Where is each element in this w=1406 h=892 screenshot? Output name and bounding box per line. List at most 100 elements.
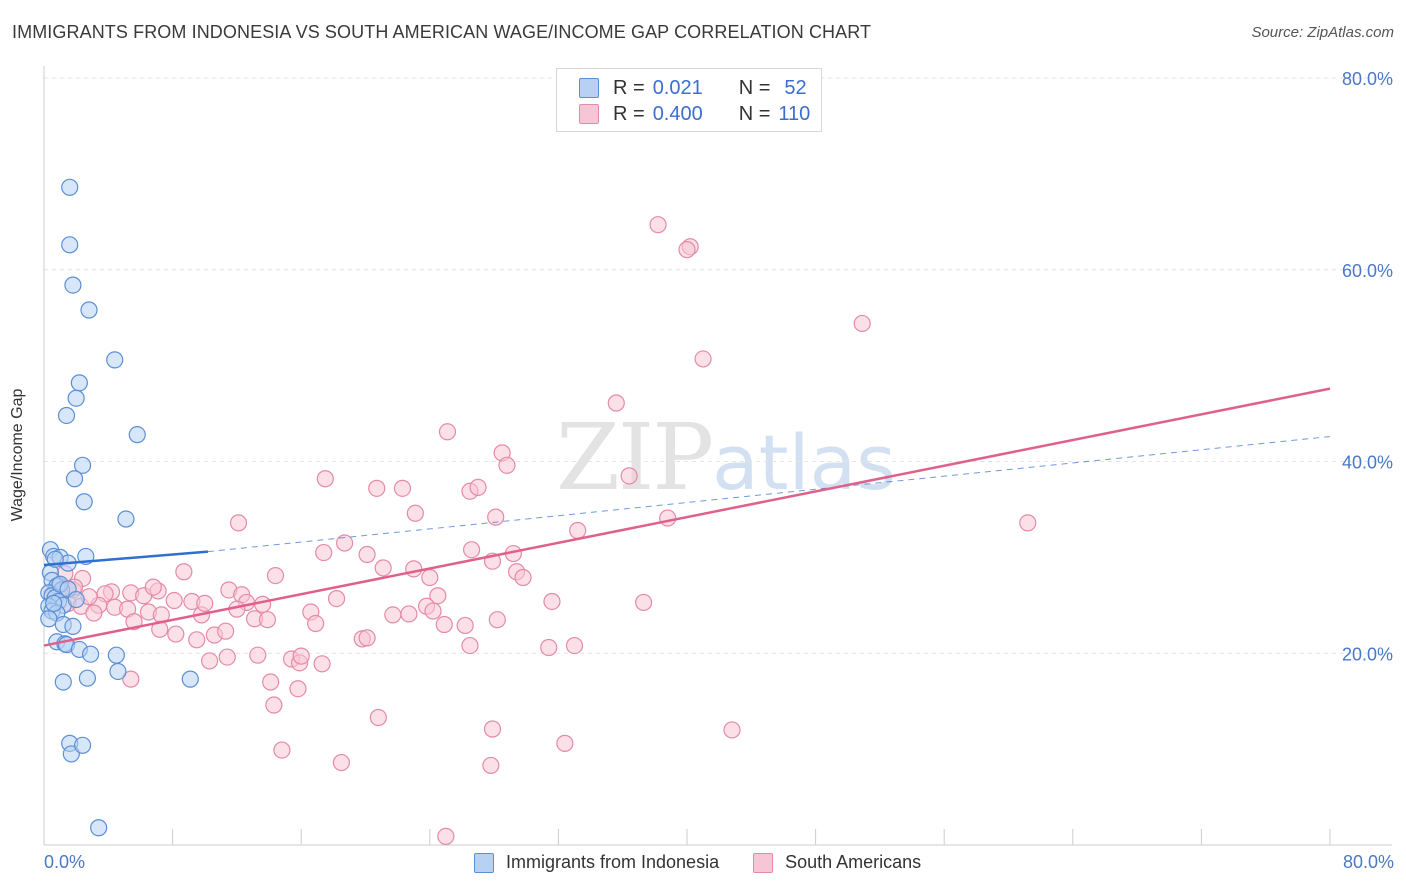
- point-south-american: [229, 514, 248, 532]
- point-south-american: [358, 629, 376, 647]
- point-indonesia: [57, 406, 76, 425]
- point-south-american: [358, 545, 376, 564]
- point-south-american: [488, 611, 506, 629]
- chart-title: IMMIGRANTS FROM INDONESIA VS SOUTH AMERI…: [12, 22, 872, 42]
- point-south-american: [327, 590, 346, 608]
- point-south-american: [289, 680, 307, 698]
- point-south-american: [217, 622, 235, 640]
- watermark: ZIPatlas: [556, 404, 896, 511]
- point-indonesia: [128, 426, 146, 444]
- legend-label-indonesia: Immigrants from Indonesia: [506, 852, 720, 872]
- point-indonesia: [80, 301, 98, 319]
- point-south-american: [498, 456, 516, 474]
- point-indonesia: [181, 670, 199, 688]
- legend-swatch-blue: [579, 78, 599, 98]
- point-indonesia: [62, 745, 80, 763]
- point-south-american: [565, 636, 584, 655]
- legend-n-value: 52: [784, 76, 807, 99]
- trendline-south-americans: [43, 387, 1331, 647]
- legend-row-south-americans: R = 0.400 N = 110: [579, 102, 810, 126]
- point-south-american: [273, 741, 291, 759]
- point-south-american: [569, 521, 587, 540]
- point-indonesia: [117, 510, 135, 528]
- y-tick-label: 80.0%: [1342, 69, 1393, 89]
- legend-r-value: 0.400: [652, 102, 703, 125]
- point-south-american: [543, 592, 561, 611]
- point-south-american: [607, 394, 625, 412]
- point-south-american: [659, 509, 677, 527]
- point-south-american: [165, 591, 183, 610]
- point-south-american: [678, 241, 696, 259]
- grid: [44, 77, 1392, 654]
- point-south-american: [429, 587, 447, 605]
- point-south-american: [456, 616, 474, 635]
- point-south-american: [144, 578, 162, 596]
- point-south-american: [723, 721, 741, 739]
- point-south-american: [438, 423, 457, 441]
- point-south-american: [406, 504, 424, 522]
- point-south-american: [487, 508, 505, 526]
- point-south-american: [384, 606, 402, 624]
- legend-row-indonesia: R = 0.021 N = 52: [579, 76, 807, 100]
- legend-n-value: 110: [778, 102, 811, 125]
- point-south-american: [332, 753, 350, 772]
- watermark-atlas: atlas: [712, 418, 896, 507]
- point-indonesia: [107, 646, 125, 664]
- point-south-american: [218, 648, 236, 666]
- point-indonesia: [106, 351, 124, 369]
- point-south-american: [634, 593, 653, 612]
- point-indonesia: [61, 236, 79, 254]
- point-south-american: [461, 636, 479, 655]
- point-indonesia: [73, 456, 92, 474]
- x-tick-max: 80.0%: [1342, 852, 1394, 872]
- points-layer: [40, 178, 1037, 845]
- point-indonesia: [78, 669, 97, 687]
- point-south-american: [374, 559, 392, 577]
- point-south-american: [435, 615, 453, 634]
- legend-swatch-pink: [753, 852, 774, 873]
- legend-item-south-americans: South Americans: [753, 852, 921, 873]
- point-south-american: [482, 756, 500, 775]
- point-south-american: [649, 216, 667, 234]
- legend-r-label: R =: [613, 76, 645, 99]
- legend-swatch-pink: [579, 104, 599, 124]
- point-south-american: [369, 708, 387, 727]
- point-south-american: [167, 625, 185, 643]
- point-south-american: [462, 541, 481, 559]
- watermark-zip: ZIP: [556, 404, 714, 511]
- point-south-american: [265, 696, 283, 714]
- legend-item-indonesia: Immigrants from Indonesia: [474, 852, 719, 873]
- point-south-american: [483, 720, 502, 738]
- series-legend: Immigrants from Indonesia South American…: [474, 852, 955, 873]
- point-south-american: [316, 470, 334, 488]
- point-south-american: [85, 604, 103, 622]
- point-south-american: [469, 478, 487, 496]
- point-south-american: [437, 827, 455, 845]
- trendlines: [43, 387, 1331, 647]
- y-tick-label: 20.0%: [1342, 644, 1393, 664]
- trendline-indonesia-extension: [207, 436, 1331, 553]
- point-south-american: [122, 670, 140, 688]
- point-south-american: [393, 479, 412, 497]
- point-indonesia: [70, 374, 88, 392]
- point-south-american: [254, 595, 272, 613]
- point-south-american: [400, 605, 418, 623]
- y-tick-labels: 20.0% 40.0% 60.0% 80.0%: [1342, 69, 1393, 664]
- y-axis-label: Wage/Income Gap: [9, 388, 26, 522]
- legend-r-value: 0.021: [652, 76, 703, 99]
- point-indonesia: [54, 673, 72, 691]
- point-indonesia: [67, 389, 85, 407]
- point-south-american: [336, 534, 354, 552]
- legend-r-label: R =: [613, 102, 645, 125]
- point-south-american: [188, 631, 206, 649]
- trendline-indonesia: [43, 550, 209, 567]
- point-south-american: [368, 479, 386, 497]
- point-south-american: [313, 655, 331, 673]
- point-indonesia: [61, 178, 79, 196]
- point-indonesia: [75, 493, 93, 511]
- legend-n-label: N =: [738, 76, 771, 99]
- source-label: Source: ZipAtlas.com: [1251, 24, 1394, 41]
- point-south-american: [249, 646, 267, 664]
- point-south-american: [258, 611, 277, 629]
